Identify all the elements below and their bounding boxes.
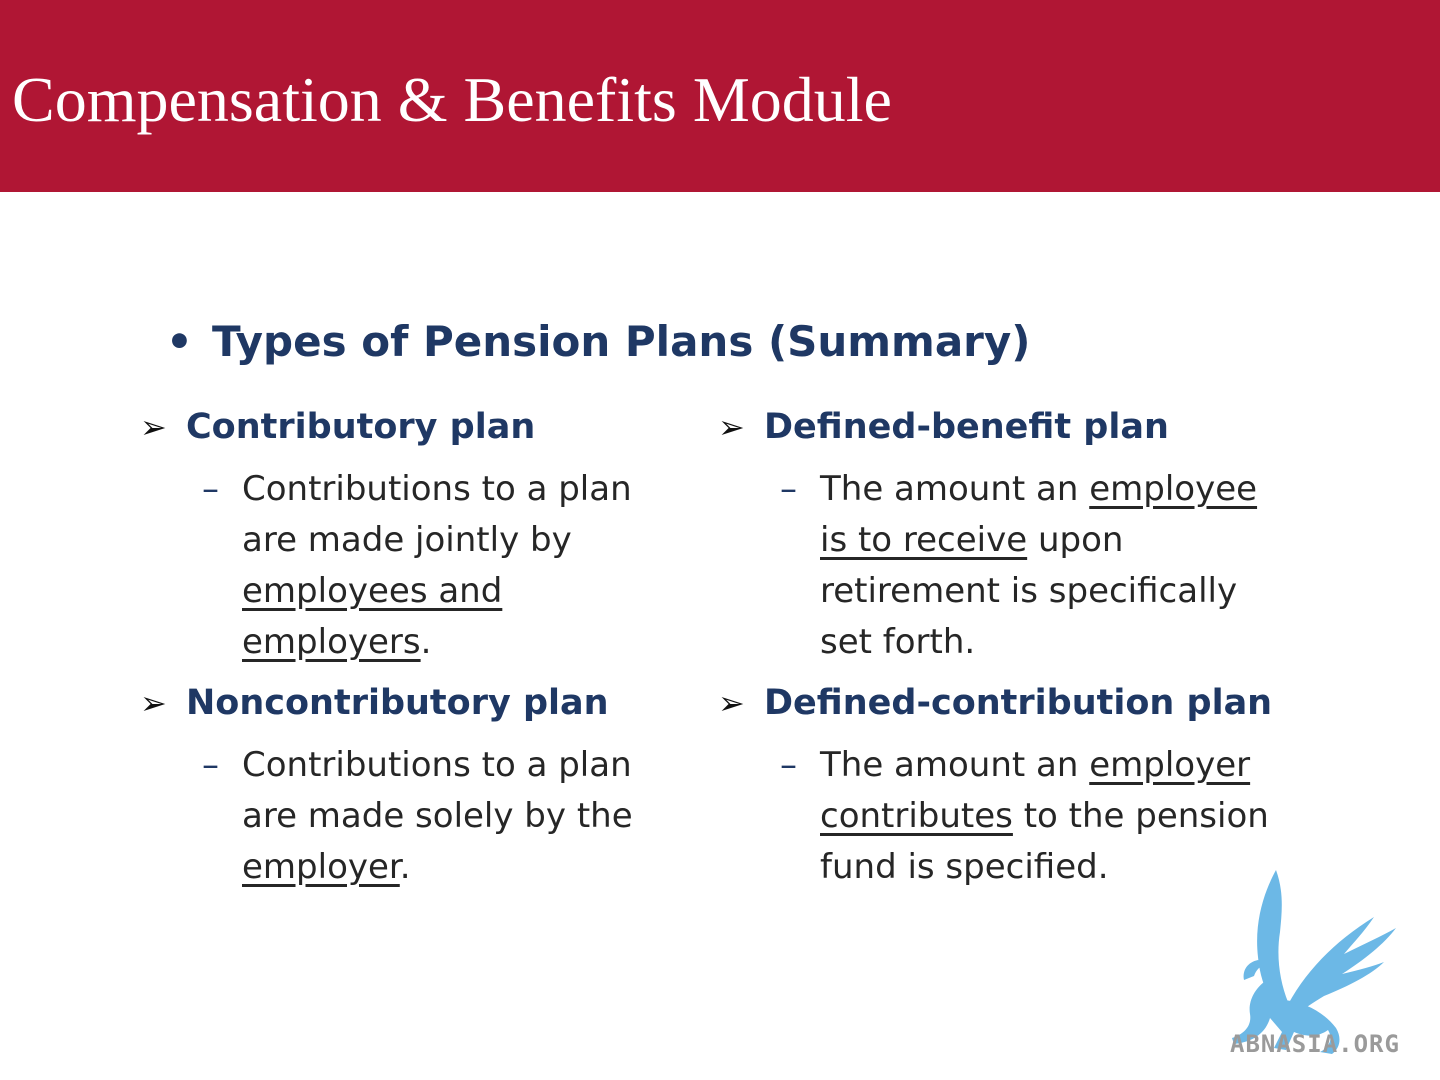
plan-title: Defined-contribution plan bbox=[764, 683, 1273, 723]
plan-title: Contributory plan bbox=[186, 407, 536, 447]
arrow-bullet-icon: ➢ bbox=[718, 684, 745, 722]
title-bar: Compensation & Benefits Module bbox=[0, 0, 1440, 192]
underlined-term: employer bbox=[242, 847, 400, 887]
dash-bullet-icon: – bbox=[780, 745, 797, 785]
plan-title: Defined-benefit plan bbox=[764, 407, 1169, 447]
arrow-bullet-icon: ➢ bbox=[140, 684, 167, 722]
bullet-icon: • bbox=[166, 317, 193, 366]
dash-bullet-icon: – bbox=[202, 469, 219, 509]
plan-description: – The amount an employer contributes to … bbox=[780, 740, 1318, 893]
dash-bullet-icon: – bbox=[202, 745, 219, 785]
plan-description: – The amount an employee is to receive u… bbox=[780, 464, 1318, 668]
plan-description: – Contributions to a plan are made solel… bbox=[202, 740, 740, 893]
slide-title: Compensation & Benefits Module bbox=[12, 64, 892, 135]
underlined-term: employee bbox=[1089, 469, 1258, 509]
arrow-bullet-icon: ➢ bbox=[718, 408, 745, 446]
plan-contributory: ➢ Contributory plan – Contributions to a … bbox=[140, 402, 740, 668]
plan-description: – Contributions to a plan are made joint… bbox=[202, 464, 740, 668]
underlined-term: employees and bbox=[242, 571, 503, 611]
griffin-logo-icon bbox=[1232, 870, 1396, 1054]
plan-defined-contribution: ➢ Defined-contribution plan – The amount … bbox=[718, 678, 1318, 893]
underlined-term: employer bbox=[1089, 745, 1251, 785]
underlined-term: employers bbox=[242, 622, 421, 662]
section-title: Types of Pension Plans (Summary) bbox=[212, 317, 1031, 366]
plan-noncontributory: ➢ Noncontributory plan – Contributions to… bbox=[140, 678, 740, 893]
underlined-term: contributes bbox=[820, 796, 1013, 836]
dash-bullet-icon: – bbox=[780, 469, 797, 509]
underlined-term: is to receive bbox=[820, 520, 1028, 560]
plan-title: Noncontributory plan bbox=[186, 683, 609, 723]
plan-defined-benefit: ➢ Defined-benefit plan – The amount an em… bbox=[718, 402, 1318, 668]
arrow-bullet-icon: ➢ bbox=[140, 408, 167, 446]
logo-text: ABNASIA.ORG bbox=[1230, 1030, 1400, 1058]
section-heading: • Types of Pension Plans (Summary) bbox=[166, 312, 1030, 372]
